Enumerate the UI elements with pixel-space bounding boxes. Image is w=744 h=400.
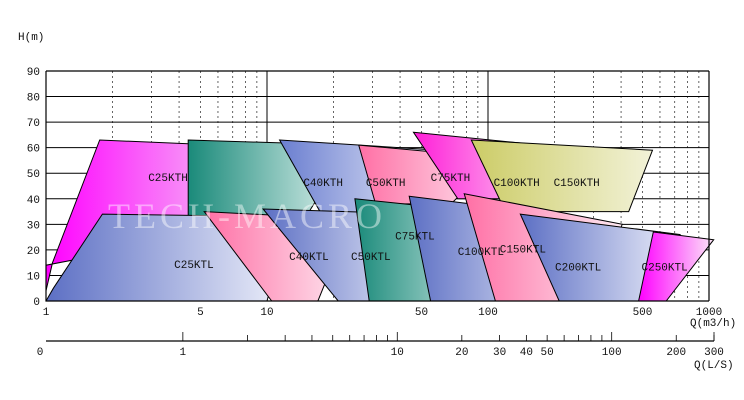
y-tick-label: 90 — [27, 67, 40, 79]
label-c250ktl: C250KTL — [642, 262, 688, 274]
label-c50kth: C50KTH — [366, 178, 406, 190]
label-c200ktl: C200KTL — [555, 262, 601, 274]
y-tick-label: 30 — [27, 220, 40, 232]
label-c150ktl: C150KTL — [500, 244, 546, 256]
y-axis-label: H(m) — [18, 32, 44, 44]
secondary-tick-label: 1 — [180, 347, 187, 359]
secondary-tick-label: 40 — [520, 347, 533, 359]
label-c75kth: C75KTH — [431, 173, 471, 185]
x-axis-label: Q(m3/h) — [690, 318, 736, 330]
x-tick-label: 5 — [197, 307, 204, 319]
secondary-tick-label: 200 — [666, 347, 686, 359]
secondary-tick-label: 50 — [541, 347, 554, 359]
label-c100kth: C100KTH — [494, 178, 540, 190]
x-tick-label: 10 — [260, 307, 273, 319]
y-tick-label: 10 — [27, 271, 40, 283]
secondary-tick-label: 30 — [493, 347, 506, 359]
watermark-text: TECH-MACRO — [108, 196, 386, 236]
label-c25ktl: C25KTL — [174, 260, 214, 272]
y-tick-label: 60 — [27, 144, 40, 156]
label-c75ktl: C75KTL — [395, 232, 435, 244]
y-tick-labels: 0 10 20 30 40 50 60 70 80 90 — [27, 67, 40, 309]
label-c150kth: C150KTH — [554, 178, 600, 190]
y-tick-label: 70 — [27, 118, 40, 130]
secondary-tick-label: 10 — [391, 347, 404, 359]
x-tick-label: 500 — [633, 307, 653, 319]
secondary-axis: 0 1 10 20 30 40 50 100 200 300 — [37, 332, 724, 359]
axes — [45, 70, 710, 302]
series-areas — [45, 131, 715, 302]
secondary-tick-label: 20 — [455, 347, 468, 359]
x-tick-label: 1 — [43, 307, 50, 319]
secondary-x-axis-label: Q(L/S) — [694, 360, 734, 372]
secondary-tick-label: 300 — [704, 347, 724, 359]
label-c25kth: C25KTH — [148, 173, 188, 185]
series-labels: C25KTH C40KTH C50KTH C75KTH C100KTH C150KTH C2… — [148, 173, 688, 274]
secondary-tick-label: 0 — [37, 347, 44, 359]
secondary-tick-label: 100 — [602, 347, 622, 359]
label-c40ktl: C40KTL — [289, 252, 329, 264]
y-tick-label: 40 — [27, 195, 40, 207]
label-c50ktl: C50KTL — [351, 252, 391, 264]
x-tick-label: 100 — [478, 307, 498, 319]
y-tick-label: 50 — [27, 169, 40, 181]
x-tick-labels: 1 5 10 50 100 500 1000 — [43, 307, 723, 319]
area-c150kth — [470, 139, 654, 213]
y-tick-label: 20 — [27, 246, 40, 258]
x-tick-label: 50 — [415, 307, 428, 319]
y-tick-label: 80 — [27, 93, 40, 105]
label-c40kth: C40KTH — [303, 178, 343, 190]
y-tick-label: 0 — [33, 297, 40, 309]
x-tick-label: 1000 — [696, 307, 722, 319]
label-c100ktl: C100KTL — [458, 247, 504, 259]
